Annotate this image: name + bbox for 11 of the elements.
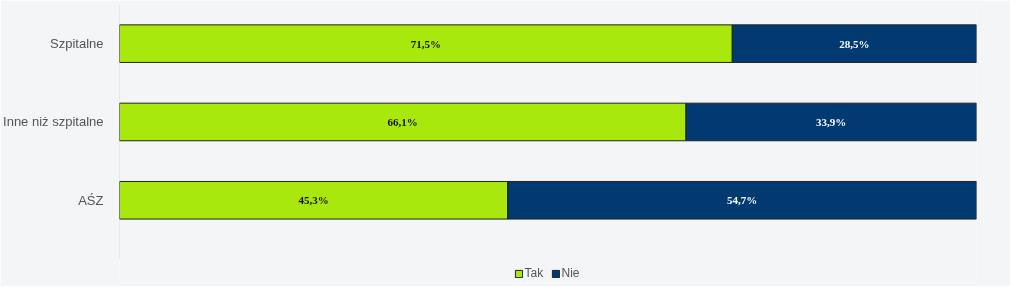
y-tick-label: Inne niż szpitalne bbox=[3, 114, 104, 130]
y-tick-label: Szpitalne bbox=[50, 36, 104, 52]
legend-label: Nie bbox=[561, 266, 581, 280]
legend-label: Tak bbox=[524, 266, 545, 280]
data-label: 71,5% bbox=[410, 37, 441, 50]
data-label: 66,1% bbox=[387, 115, 418, 128]
data-label: 45,3% bbox=[298, 194, 329, 207]
data-label: 28,5% bbox=[839, 37, 870, 50]
data-label: 54,7% bbox=[726, 194, 758, 207]
data-label: 33,9% bbox=[816, 115, 847, 128]
y-tick-label: AŚZ bbox=[78, 192, 104, 208]
